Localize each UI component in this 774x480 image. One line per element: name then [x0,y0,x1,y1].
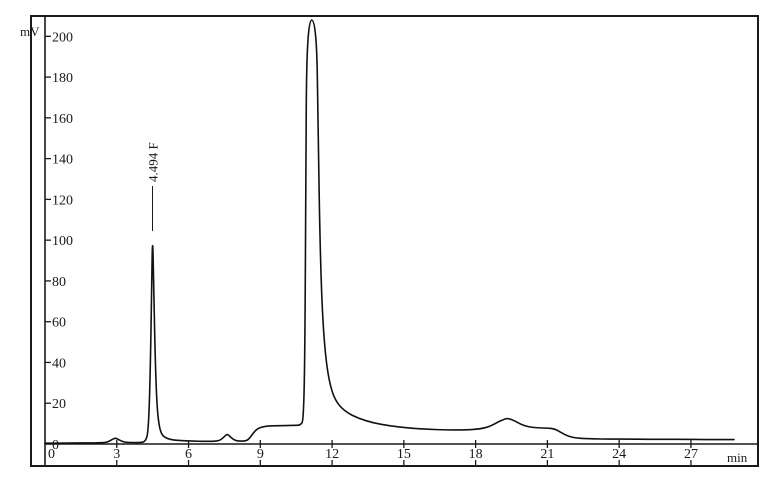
x-tick-label-6: 6 [185,447,192,462]
x-tick-label-3: 3 [113,447,120,462]
y-tick-label-40: 40 [52,356,66,371]
x-tick-label-12: 12 [325,447,339,462]
peak-annotation-group: 4.494 F [146,142,161,232]
x-tick-label-0: 0 [48,447,55,462]
y-axis-title: mV [20,24,40,39]
x-axis-title: min [727,450,748,465]
y-tick-label-60: 60 [52,316,66,331]
y-tick-label-160: 160 [52,112,73,127]
x-tick-label-15: 15 [397,447,411,462]
x-tick-label-18: 18 [469,447,483,462]
y-tick-label-200: 200 [52,30,73,45]
x-tick-label-9: 9 [257,447,264,462]
y-tick-label-80: 80 [52,275,66,290]
x-tick-label-21: 21 [540,447,554,462]
x-tick-label-24: 24 [612,447,626,462]
y-tick-label-100: 100 [52,234,73,249]
detector-signal-trace [44,19,735,444]
y-tick-label-0: 0 [52,438,59,453]
y-axis-ticks [45,35,51,445]
peak-label-0: 4.494 F [146,142,161,182]
x-tick-label-27: 27 [684,447,698,462]
x-axis-ticks [116,440,692,448]
y-axis-tick-labels: 0 20 40 60 80 100 120 140 160 180 200 [52,30,73,453]
y-tick-label-20: 20 [52,397,66,412]
x-axis-frame-ticks [116,460,692,466]
y-tick-label-120: 120 [52,193,73,208]
x-axis-tick-labels: 0 3 6 9 12 15 18 21 24 27 [48,447,698,462]
y-tick-label-180: 180 [52,71,73,86]
y-tick-label-140: 140 [52,153,73,168]
plot-outer-frame [30,15,759,467]
